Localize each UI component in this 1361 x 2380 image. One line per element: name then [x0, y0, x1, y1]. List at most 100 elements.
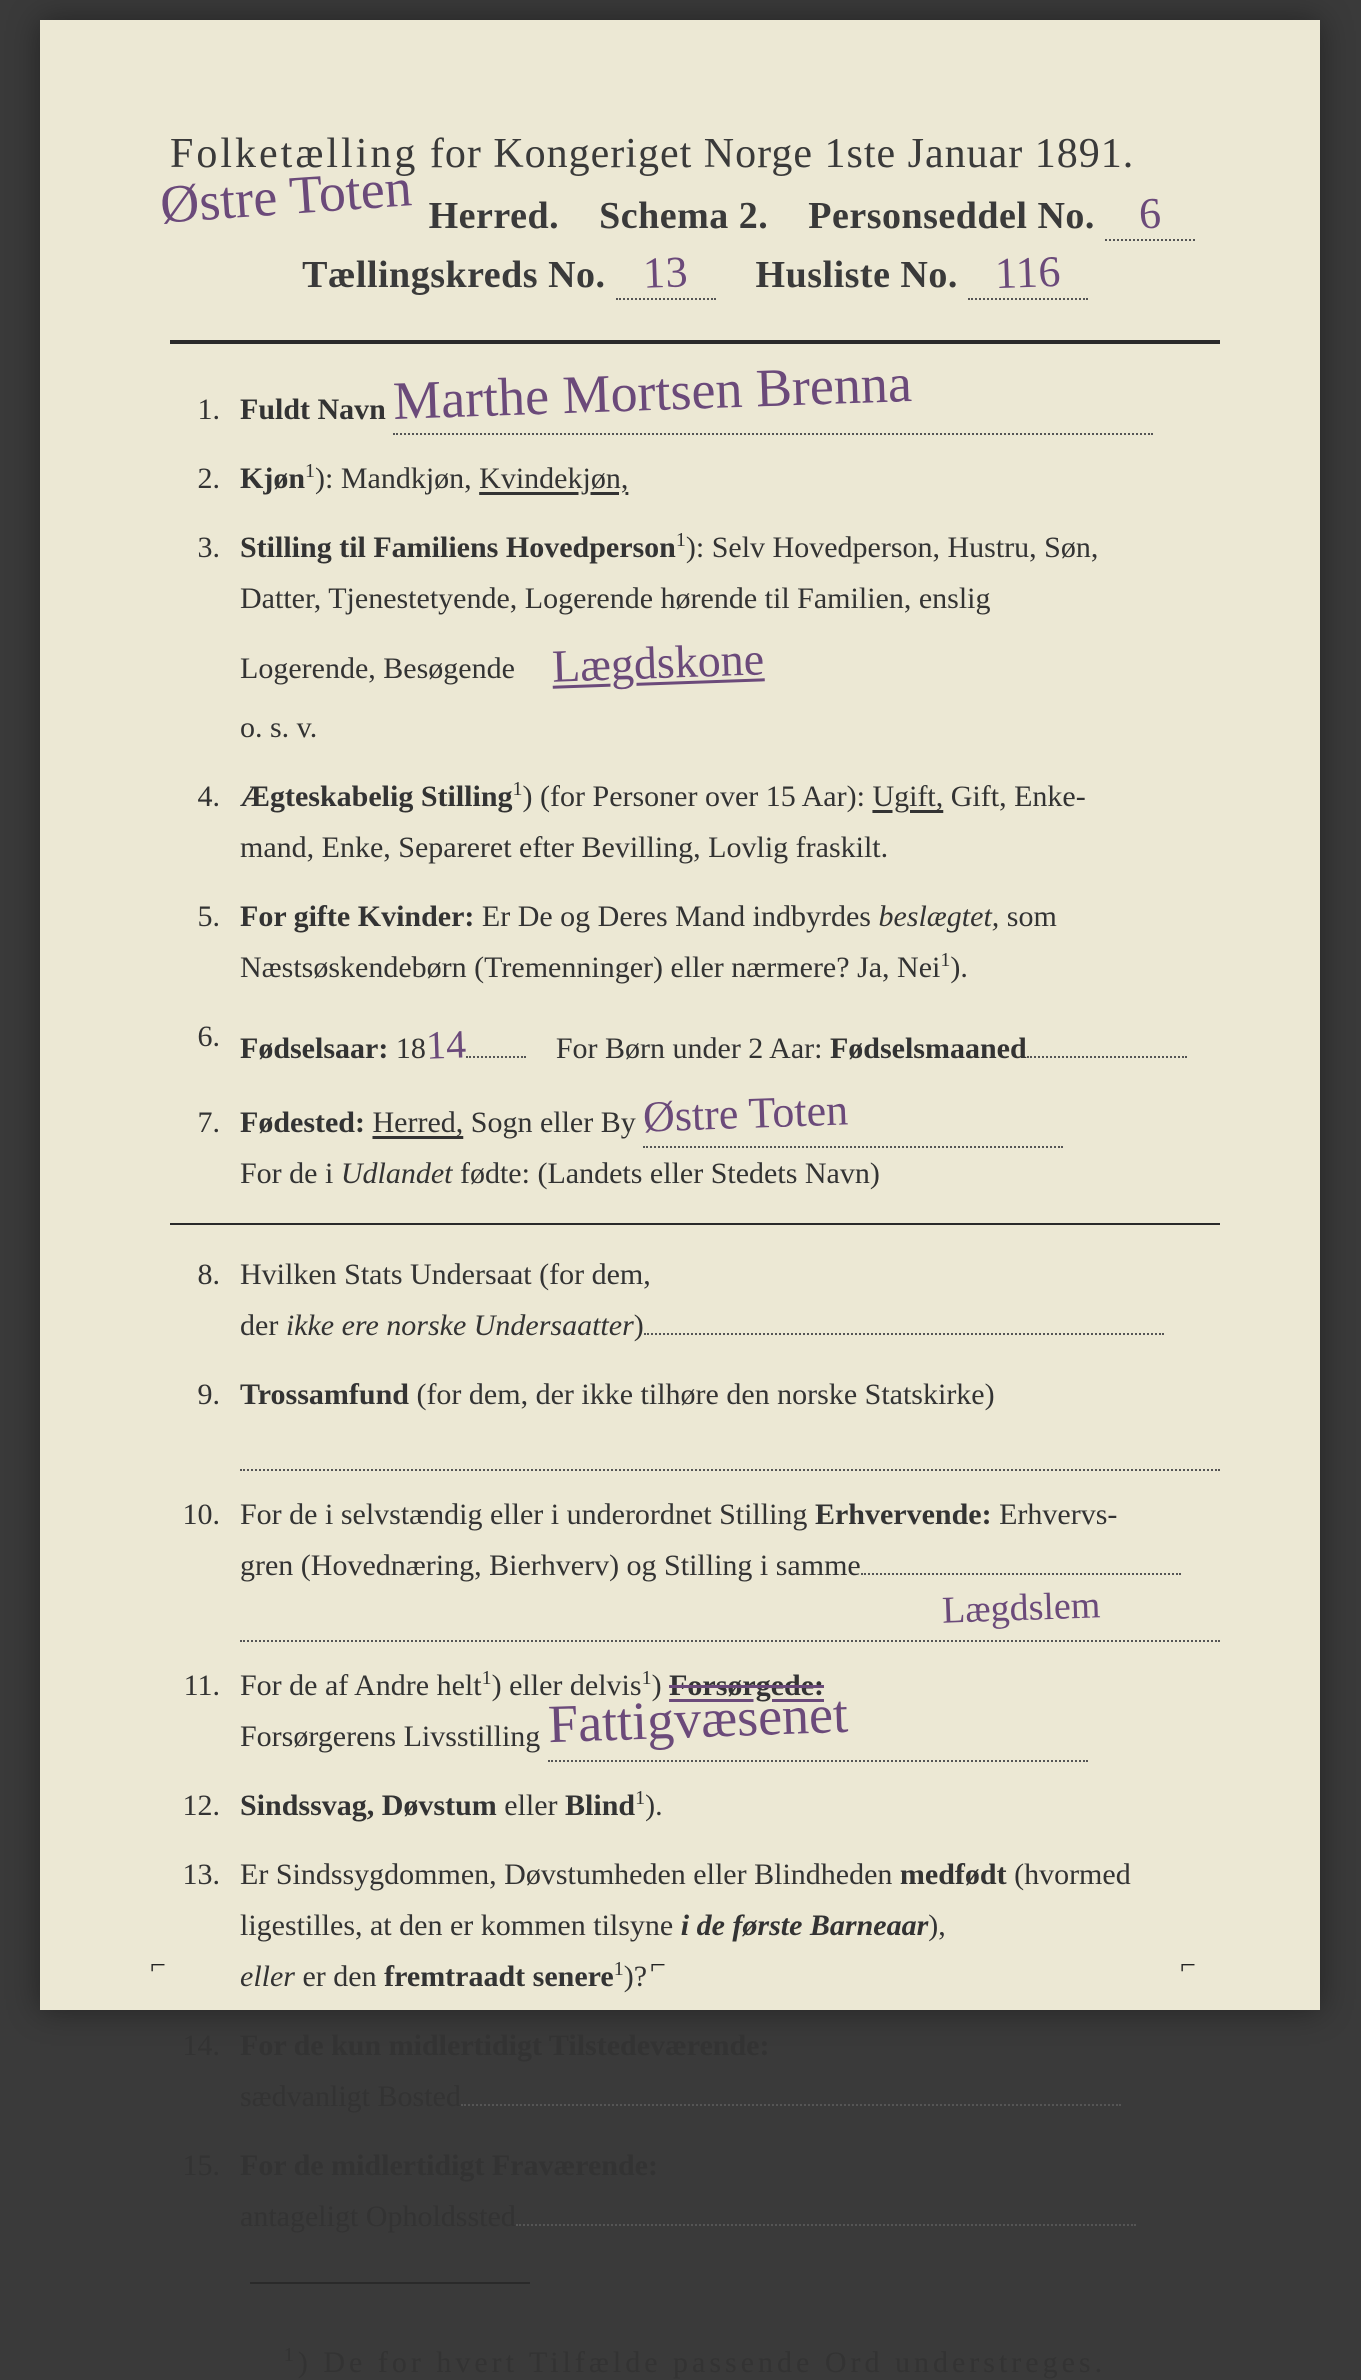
footnote-divider	[250, 2282, 530, 2284]
item-8-citizenship: 8. Hvilken Stats Undersaat (for dem, der…	[170, 1249, 1220, 1351]
label-tilstedevaerende: For de kun midlertidigt Tilstedeværende:	[240, 2029, 769, 2062]
text-line: )	[634, 1309, 644, 1342]
label-taellingskreds: Tællingskreds No.	[302, 254, 605, 296]
handwritten-kreds-no: 13	[642, 246, 689, 299]
option-ugift-underlined: Ugift,	[872, 780, 943, 813]
item-1-name: 1. Fuldt Navn Marthe Mortsen Brenna	[170, 384, 1220, 435]
paper-mark-icon: ⌐	[650, 1950, 680, 1980]
label-husliste: Husliste No.	[756, 254, 958, 296]
text-line: mand, Enke, Separeret efter Bevilling, L…	[240, 831, 888, 864]
text-century: 18	[396, 1032, 426, 1065]
footnote-text: ) De for hvert Tilfælde passende Ord und…	[298, 2346, 1106, 2379]
text-line: (for dem, der ikke tilhøre den norske St…	[409, 1378, 995, 1411]
handwritten-birthplace: Østre Toten	[642, 1074, 850, 1156]
text-italic: eller	[240, 1960, 295, 1993]
form-header: Folketælling for Kongeriget Norge 1ste J…	[170, 130, 1220, 300]
label-medfodt: medfødt	[900, 1858, 1007, 1891]
label-blind: Blind	[565, 1789, 635, 1822]
text-italic: ikke ere norske Undersaatter	[286, 1309, 634, 1342]
item-4-marital: 4. Ægteskabelig Stilling1) (for Personer…	[170, 771, 1220, 873]
item-6-birthyear: 6. Fødselsaar: 1814 For Børn under 2 Aar…	[170, 1011, 1220, 1079]
label-fodselsaar: Fødselsaar:	[240, 1032, 388, 1065]
handwritten-birthyear: 14	[425, 1011, 467, 1080]
text-line: Gift, Enke-	[943, 780, 1085, 813]
handwritten-full-name: Marthe Mortsen Brenna	[392, 338, 914, 448]
label-fuldt-navn: Fuldt Navn	[240, 393, 386, 426]
item-number: 1.	[170, 384, 240, 435]
text-italic: Udlandet	[341, 1157, 453, 1190]
item-number: 10.	[170, 1489, 240, 1642]
text-line: ).	[950, 951, 968, 984]
handwritten-personseddel-no: 6	[1138, 188, 1162, 240]
text-line: der	[240, 1309, 286, 1342]
item-12-disability: 12. Sindssvag, Døvstum eller Blind1).	[170, 1780, 1220, 1831]
header-divider	[170, 340, 1220, 344]
handwritten-laegdslem: Lægdslem	[941, 1573, 1101, 1643]
header-line-2: XXXXXXXX Herred. Schema 2. Personseddel …	[170, 188, 1220, 241]
label-gifte-kvinder: For gifte Kvinder:	[240, 900, 474, 933]
item-number: 14.	[170, 2020, 240, 2122]
item-7-birthplace: 7. Fødested: Herred, Sogn eller By Østre…	[170, 1097, 1220, 1199]
label-fodested: Fødested:	[240, 1106, 365, 1139]
text-line: gren (Hovednæring, Bierhverv) og Stillin…	[240, 1549, 861, 1582]
option-mandkjon: ): Mandkjøn,	[315, 462, 472, 495]
text-line: eller	[497, 1789, 565, 1822]
item-15-temp-absent: 15. For de midlertidigt Fraværende: anta…	[170, 2140, 1220, 2242]
item-number: 2.	[170, 453, 240, 504]
item-number: 6.	[170, 1011, 240, 1079]
census-form-page: Folketælling for Kongeriget Norge 1ste J…	[40, 20, 1320, 2010]
text-line: Er Sindssygdommen, Døvstumheden eller Bl…	[240, 1858, 900, 1891]
item-number: 12.	[170, 1780, 240, 1831]
label-personseddel: Personseddel No.	[808, 195, 1095, 237]
label-fravaerende: For de midlertidigt Fraværende:	[240, 2149, 658, 2182]
text-osv: o. s. v.	[240, 711, 317, 744]
label-fodselsmaaned: Fødselsmaaned	[830, 1032, 1027, 1065]
label-erhvervende: Erhvervende:	[815, 1498, 992, 1531]
text-line: er den	[295, 1960, 384, 1993]
label-trossamfund: Trossamfund	[240, 1378, 409, 1411]
text-line: Er De og Deres Mand indbyrdes	[474, 900, 878, 933]
item-number: 7.	[170, 1097, 240, 1199]
text-italic: i de første Barneaar	[681, 1909, 929, 1942]
text-line: som	[999, 900, 1057, 933]
text-line: For Børn under 2 Aar:	[556, 1032, 830, 1065]
text-line: For de i	[240, 1157, 341, 1190]
handwritten-provider: Fattigvæsenet	[546, 1669, 849, 1771]
item-number: 5.	[170, 891, 240, 993]
item-5-related: 5. For gifte Kvinder: Er De og Deres Man…	[170, 891, 1220, 993]
text-line: Forsørgerens Livsstilling	[240, 1720, 540, 1753]
handwritten-husliste-no: 116	[994, 246, 1062, 299]
item-number: 15.	[170, 2140, 240, 2242]
item-11-supported: 11. For de af Andre helt1) eller delvis1…	[170, 1660, 1220, 1762]
item-9-religion: 9. Trossamfund (for dem, der ikke tilhør…	[170, 1369, 1220, 1471]
text-line: antageligt Opholdssted	[240, 2200, 516, 2233]
text-line: ): Selv Hovedperson, Hustru, Søn,	[686, 531, 1098, 564]
label-aegteskab: Ægteskabelig Stilling	[240, 780, 513, 813]
text-line: Erhvervs-	[992, 1498, 1118, 1531]
text-line: fødte: (Landets eller Stedets Navn)	[452, 1157, 879, 1190]
item-number: 3.	[170, 522, 240, 753]
text-line: (hvormed	[1007, 1858, 1131, 1891]
item-number: 9.	[170, 1369, 240, 1471]
label-schema: Schema 2.	[599, 195, 768, 237]
item-number: 13.	[170, 1849, 240, 2002]
text-line: )?	[624, 1960, 647, 1993]
footnote-ref: 1	[482, 1667, 492, 1689]
item-13-congenital: 13. Er Sindssygdommen, Døvstumheden elle…	[170, 1849, 1220, 2002]
label-fremtraadt: fremtraadt senere	[384, 1960, 614, 1993]
text-line: ),	[928, 1909, 946, 1942]
label-sindssvag: Sindssvag, Døvstum	[240, 1789, 497, 1822]
item-number: 11.	[170, 1660, 240, 1762]
label-herred: Herred.	[429, 195, 559, 237]
section-divider	[170, 1223, 1220, 1225]
text-line: ) (for Personer over 15 Aar):	[523, 780, 873, 813]
text-line: Hvilken Stats Undersaat (for dem,	[240, 1258, 651, 1291]
label-stilling: Stilling til Familiens Hovedperson	[240, 531, 676, 564]
item-2-sex: 2. Kjøn1): Mandkjøn, Kvindekjøn,	[170, 453, 1220, 504]
text-line: For de i selvstændig eller i underordnet…	[240, 1498, 815, 1531]
header-line-3: Tællingskreds No. 13 Husliste No. 116	[170, 247, 1220, 300]
item-3-relation: 3. Stilling til Familiens Hovedperson1):…	[170, 522, 1220, 753]
form-items: 1. Fuldt Navn Marthe Mortsen Brenna 2. K…	[170, 384, 1220, 2242]
handwritten-relation: Lægdskone	[551, 620, 766, 706]
footnote-ref: 1	[305, 460, 315, 482]
